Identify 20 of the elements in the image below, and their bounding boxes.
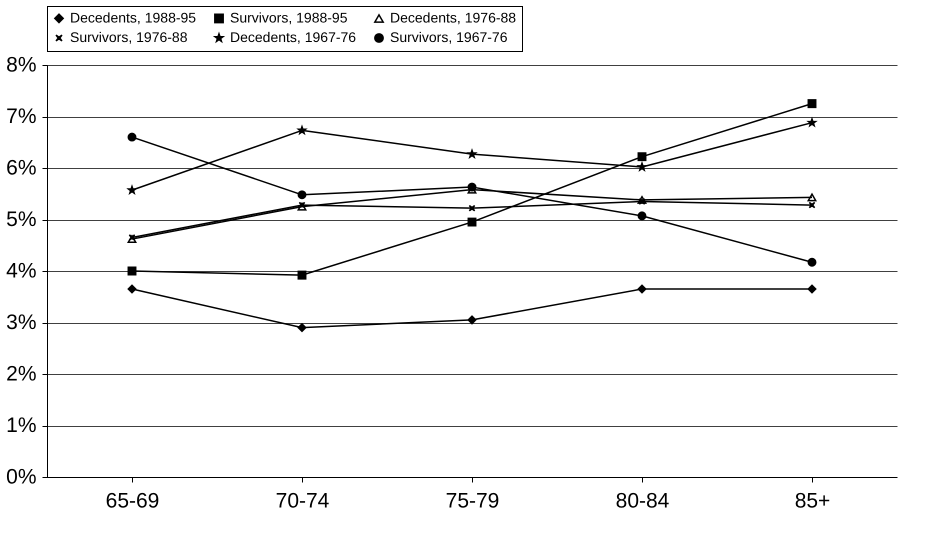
y-tick-label: 5% [6,208,36,231]
legend-label: Decedents, 1976-88 [390,10,516,26]
x-tick-label: 85+ [794,490,830,512]
x-tick-label: 65-69 [106,490,160,512]
y-tick-label: 1% [6,414,36,437]
y-tick-label: 8% [6,54,36,76]
y-tick-label: 0% [6,466,36,488]
y-tick-label: 2% [6,362,36,386]
x-tick-label: 80-84 [616,490,670,512]
y-tick-label: 7% [6,105,36,128]
legend-label: Survivors, 1967-76 [390,29,508,45]
legend-label: Decedents, 1967-76 [230,29,356,45]
legend-label: Survivors, 1976-88 [70,29,188,45]
y-tick-label: 6% [6,156,36,180]
legend-label: Decedents, 1988-95 [70,9,196,26]
x-tick-label: 70-74 [276,490,330,512]
legend-label: Survivors, 1988-95 [230,9,348,26]
y-tick-label: 3% [6,311,36,334]
x-tick-label: 75-79 [446,490,500,512]
y-tick-label: 4% [6,260,36,282]
